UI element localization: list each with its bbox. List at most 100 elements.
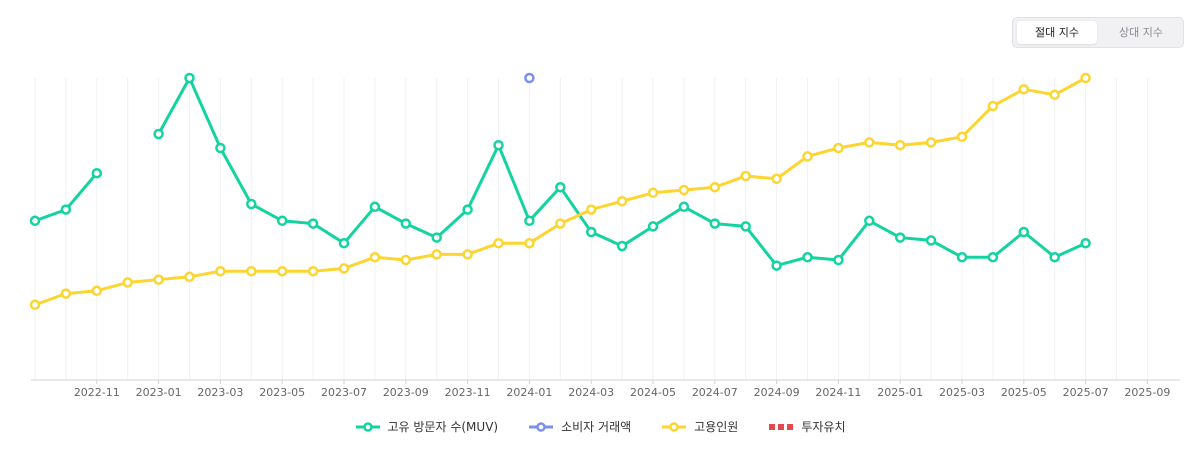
data-point[interactable] [91, 167, 103, 179]
x-tick-label: 2022-11 [74, 386, 120, 399]
data-point[interactable] [1080, 72, 1091, 84]
data-point[interactable] [709, 218, 721, 229]
x-tick-label: 2023-11 [445, 386, 491, 399]
data-point[interactable] [215, 142, 226, 154]
x-tick-label: 2025-05 [1001, 386, 1047, 399]
x-tick-label: 2025-07 [1063, 386, 1109, 399]
data-point[interactable] [1018, 226, 1030, 238]
data-point[interactable] [215, 265, 226, 277]
data-point[interactable] [771, 260, 782, 271]
legend-item[interactable]: 소비자 거래액 [528, 418, 631, 435]
data-point[interactable] [431, 232, 442, 243]
data-point[interactable] [184, 271, 195, 283]
data-point[interactable] [802, 251, 813, 263]
data-point[interactable] [400, 254, 412, 266]
x-tick-label: 2023-07 [321, 386, 367, 399]
legend-marker [669, 421, 679, 432]
x-tick-label: 2023-05 [259, 386, 305, 399]
data-point[interactable] [771, 173, 782, 185]
data-point[interactable] [246, 265, 257, 277]
data-point[interactable] [493, 139, 504, 151]
legend-swatch [355, 421, 380, 432]
x-tick-label: 2023-09 [383, 386, 429, 399]
data-point[interactable] [307, 218, 319, 229]
data-point[interactable] [338, 263, 350, 274]
data-point[interactable] [740, 221, 751, 232]
legend-label: 고용인원 [694, 420, 739, 434]
data-point[interactable] [276, 265, 288, 277]
data-point[interactable] [585, 226, 597, 238]
data-point[interactable] [616, 195, 628, 207]
data-point[interactable] [153, 128, 164, 140]
data-point[interactable] [894, 232, 906, 243]
data-point[interactable] [369, 201, 381, 213]
legend-dash [787, 423, 794, 430]
x-tick-label: 2025-03 [939, 386, 985, 399]
data-point[interactable] [864, 137, 875, 148]
x-tick-label: 2024-11 [815, 386, 861, 399]
legend-swatch [529, 421, 554, 432]
data-point[interactable] [60, 288, 72, 299]
data-point[interactable] [153, 274, 164, 285]
data-point[interactable] [122, 277, 133, 288]
data-point[interactable] [678, 184, 690, 196]
data-point[interactable] [833, 254, 844, 266]
data-point[interactable] [431, 249, 442, 260]
data-point[interactable] [338, 237, 350, 249]
data-point[interactable] [956, 251, 968, 263]
x-tick-label: 2023-01 [136, 386, 182, 399]
data-point[interactable] [894, 139, 906, 151]
data-point[interactable] [462, 249, 473, 260]
data-point[interactable] [91, 285, 103, 297]
legend-label: 소비자 거래액 [561, 420, 632, 434]
relative-index-tab[interactable]: 상대 지수 [1119, 26, 1163, 39]
data-point[interactable] [925, 137, 937, 148]
x-tick-label: 2024-03 [568, 386, 614, 399]
absolute-index-tab[interactable]: 절대 지수 [1017, 21, 1097, 44]
data-point[interactable] [400, 218, 412, 229]
data-point[interactable] [60, 204, 72, 215]
x-tick-label: 2025-01 [877, 386, 923, 399]
legend-swatch [769, 423, 794, 430]
data-point[interactable] [740, 170, 751, 182]
data-point[interactable] [678, 201, 690, 213]
legend-item[interactable]: 고용인원 [661, 418, 738, 435]
data-point[interactable] [647, 187, 659, 199]
data-point[interactable] [864, 215, 875, 227]
data-point[interactable] [833, 142, 844, 154]
legend-item[interactable]: 투자유치 [768, 418, 846, 435]
data-point[interactable] [555, 218, 566, 229]
data-point[interactable] [184, 72, 195, 84]
data-point[interactable] [524, 215, 535, 227]
data-point[interactable] [29, 299, 41, 311]
data-point[interactable] [585, 204, 597, 215]
data-point[interactable] [802, 151, 813, 162]
data-point[interactable] [369, 251, 381, 263]
data-point[interactable] [1018, 83, 1030, 95]
legend-swatch [662, 421, 687, 432]
data-point[interactable] [1080, 237, 1091, 249]
series-1 [524, 72, 535, 84]
data-point[interactable] [524, 72, 535, 84]
data-point[interactable] [987, 251, 999, 263]
data-point[interactable] [555, 181, 566, 193]
data-point[interactable] [276, 215, 288, 227]
data-point[interactable] [616, 240, 628, 252]
x-tick-label: 2024-07 [692, 386, 738, 399]
data-point[interactable] [524, 237, 535, 249]
data-point[interactable] [29, 215, 41, 227]
data-point[interactable] [1049, 251, 1060, 263]
data-point[interactable] [1049, 89, 1060, 101]
data-point[interactable] [709, 181, 721, 193]
chart-legend: 고유 방문자 수(MUV) 소비자 거래액 고용인원 투자유치 [0, 418, 1200, 435]
data-point[interactable] [956, 131, 968, 143]
legend-item[interactable]: 고유 방문자 수(MUV) [355, 418, 498, 435]
data-point[interactable] [307, 265, 319, 277]
data-point[interactable] [246, 198, 257, 210]
data-point[interactable] [925, 235, 937, 246]
data-point[interactable] [647, 221, 659, 232]
data-point[interactable] [987, 100, 999, 112]
data-point[interactable] [462, 204, 473, 215]
data-point[interactable] [493, 237, 504, 249]
